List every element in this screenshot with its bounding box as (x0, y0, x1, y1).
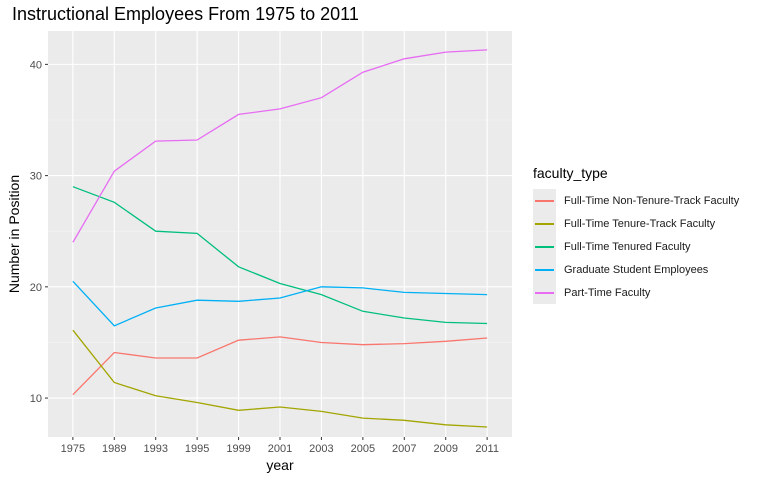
legend-key-line (535, 292, 554, 294)
x-tick-label: 2001 (268, 443, 292, 455)
legend-label: Full-Time Tenured Faculty (564, 240, 691, 253)
series-line (72, 336, 488, 396)
legend-item: Full-Time Non-Tenure-Track Faculty (533, 189, 739, 212)
legend-item: Full-Time Tenure-Track Faculty (533, 212, 739, 235)
y-tick-label: 30 (30, 171, 42, 183)
x-tick-label: 2003 (309, 443, 333, 455)
legend-item: Full-Time Tenured Faculty (533, 235, 739, 258)
legend: faculty_type Full-Time Non-Tenure-Track … (533, 165, 739, 304)
legend-item: Part-Time Faculty (533, 281, 739, 304)
legend-key-line (535, 223, 554, 225)
legend-key (533, 281, 556, 304)
legend-key-line (535, 269, 554, 271)
legend-title: faculty_type (533, 165, 608, 181)
x-tick-label: 1989 (102, 443, 126, 455)
series-line (72, 329, 488, 428)
y-tick-label: 40 (30, 59, 42, 71)
legend-item: Graduate Student Employees (533, 258, 739, 281)
legend-label: Part-Time Faculty (564, 286, 651, 299)
legend-key (533, 258, 556, 281)
y-tick-label: 10 (30, 393, 42, 405)
series-line (72, 186, 488, 325)
legend-key-line (535, 200, 554, 202)
x-axis-title: year (266, 457, 294, 473)
x-tick-label: 1975 (61, 443, 85, 455)
legend-key (533, 189, 556, 212)
y-tick-label: 20 (30, 282, 42, 294)
x-tick-label: 1995 (185, 443, 209, 455)
legend-label: Full-Time Tenure-Track Faculty (564, 217, 716, 230)
x-tick-label: 2005 (351, 443, 375, 455)
x-tick-label: 2007 (392, 443, 416, 455)
chart-title: Instructional Employees From 1975 to 201… (12, 4, 359, 24)
legend-label: Graduate Student Employees (564, 263, 709, 276)
y-axis-title: Number in Position (6, 175, 22, 293)
x-tick-label: 2009 (433, 443, 457, 455)
series-line (72, 280, 488, 327)
series-line (72, 49, 488, 243)
legend-label: Full-Time Non-Tenure-Track Faculty (564, 194, 740, 207)
legend-items: Full-Time Non-Tenure-Track Faculty Full-T… (533, 189, 739, 304)
legend-key (533, 235, 556, 258)
x-tick-label: 1999 (226, 443, 250, 455)
x-tick-label: 1993 (143, 443, 167, 455)
legend-key (533, 212, 556, 235)
legend-key-line (535, 246, 554, 248)
x-tick-label: 2011 (475, 443, 499, 455)
